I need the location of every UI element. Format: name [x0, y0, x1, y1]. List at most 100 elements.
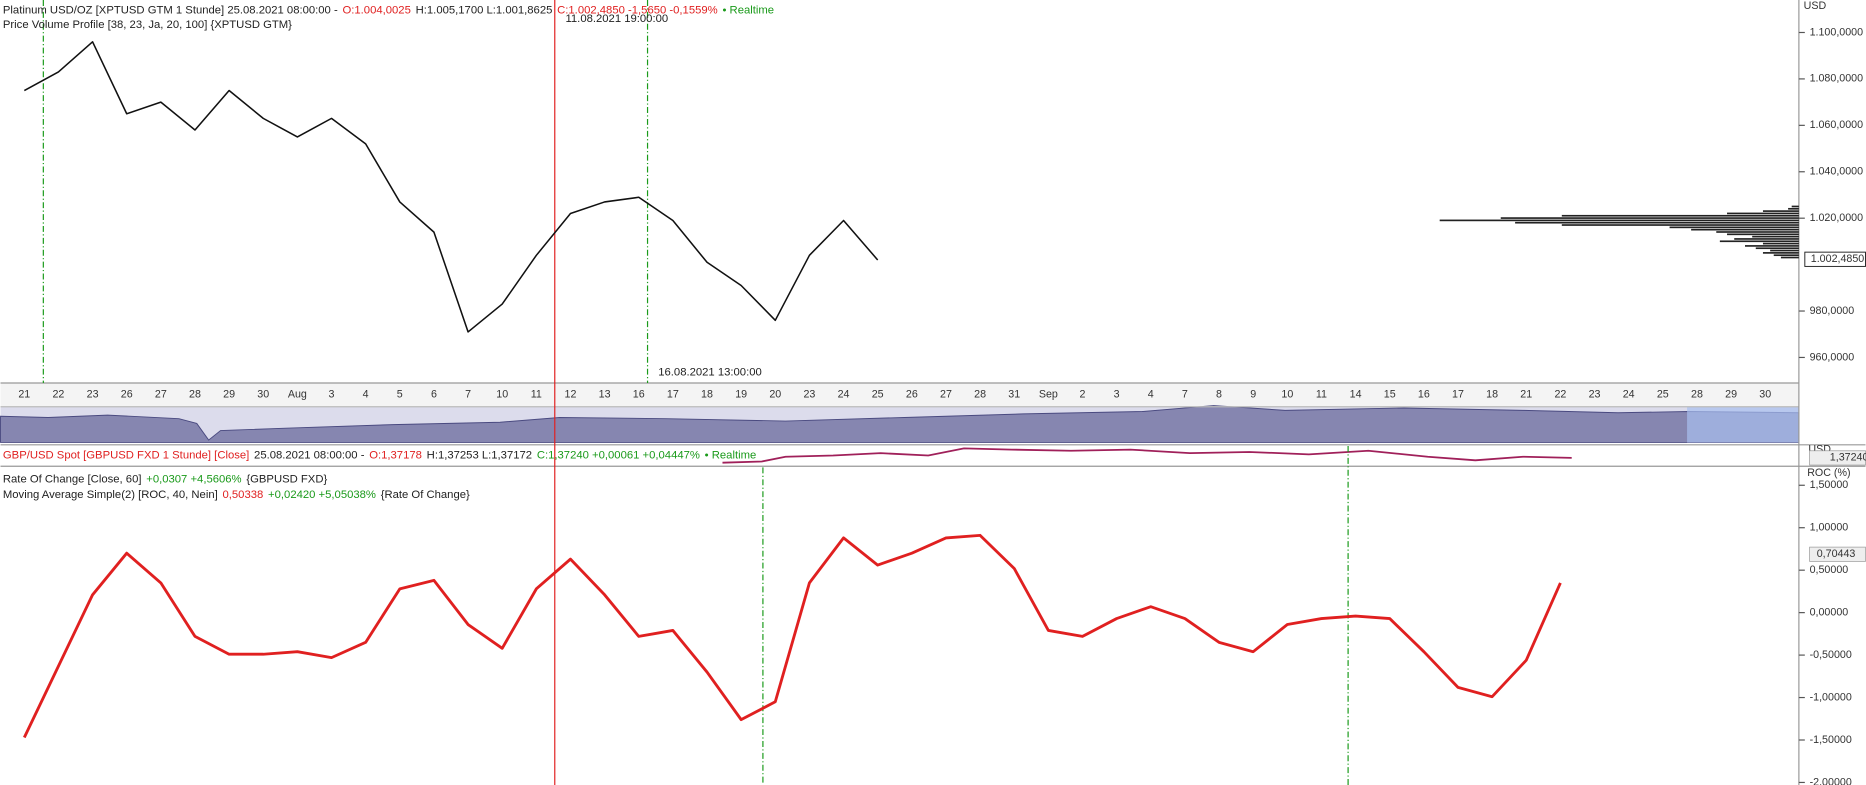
x-tick-label: 7	[465, 389, 471, 401]
x-tick-label: 18	[1486, 389, 1498, 401]
x-tick-label: 20	[769, 389, 781, 401]
profile-bar	[1561, 224, 1799, 226]
x-tick-label: 26	[121, 389, 133, 401]
profile-bar	[1515, 221, 1799, 224]
marker-label: 16.08.2021 13:00:00	[658, 366, 762, 378]
x-tick-label: 23	[87, 389, 99, 401]
x-tick-label: 28	[1691, 389, 1703, 401]
legend-segment: Price Volume Profile [38, 23, Ja, 20, 10…	[3, 19, 292, 31]
x-tick-label: 6	[431, 389, 437, 401]
marker-label: 11.08.2021 19:00:00	[565, 13, 668, 25]
profile-bar	[1770, 249, 1799, 252]
x-tick-label: 30	[257, 389, 269, 401]
x-tick-label: 14	[1350, 389, 1362, 401]
x-tick-label: 18	[701, 389, 713, 401]
x-tick-label: 29	[223, 389, 235, 401]
x-tick-label: 16	[633, 389, 645, 401]
profile-bar	[1734, 238, 1799, 240]
profile-bar	[1439, 219, 1799, 222]
last-price-label: 1.002,4850	[1811, 253, 1865, 265]
profile-bar	[1762, 210, 1799, 212]
profile-bar	[1719, 240, 1799, 243]
profile-bar	[1727, 233, 1799, 236]
last-price-box	[1804, 251, 1866, 267]
profile-bar	[1791, 205, 1799, 208]
y-tick-label: 1.080,0000	[1810, 73, 1864, 85]
y-tick-label: 1.060,0000	[1810, 119, 1864, 131]
x-tick-label: 17	[1452, 389, 1464, 401]
last-value-label: 0,70443	[1817, 548, 1856, 560]
x-tick-label: 29	[1725, 389, 1737, 401]
x-tick-label: Sep	[1039, 389, 1058, 401]
legend-segment: H:1,37253 L:1,37172	[427, 450, 532, 462]
date-axis-band	[0, 382, 1799, 407]
x-tick-label: 15	[1384, 389, 1396, 401]
y-tick-label: -1,00000	[1810, 691, 1852, 703]
x-tick-label: 3	[329, 389, 335, 401]
x-tick-label: 24	[838, 389, 850, 401]
legend-segment: • Realtime	[705, 450, 757, 462]
y-unit: USD	[1804, 0, 1827, 12]
y-tick-label: 980,0000	[1810, 305, 1855, 317]
legend-line: Moving Average Simple(2) [ROC, 40, Nein]…	[3, 489, 470, 501]
x-tick-label: Aug	[288, 389, 307, 401]
y-tick-label: 1.040,0000	[1810, 166, 1864, 178]
x-tick-label: 13	[599, 389, 611, 401]
profile-bar	[1752, 235, 1799, 238]
x-tick-label: 31	[1008, 389, 1020, 401]
legend-line: GBP/USD Spot [GBPUSD FXD 1 Stunde] [Clos…	[3, 450, 756, 462]
profile-bar	[1788, 207, 1799, 210]
x-tick-label: 8	[1216, 389, 1222, 401]
legend-line: Price Volume Profile [38, 23, Ja, 20, 10…	[3, 19, 292, 31]
x-tick-label: 23	[1589, 389, 1601, 401]
x-tick-label: 28	[189, 389, 201, 401]
x-tick-label: 30	[1759, 389, 1771, 401]
last-price-box	[1809, 450, 1866, 466]
profile-bar	[1716, 231, 1799, 233]
x-tick-label: 17	[667, 389, 679, 401]
x-tick-label: 10	[496, 389, 508, 401]
x-tick-label: 4	[363, 389, 369, 401]
x-tick-label: 26	[906, 389, 918, 401]
profile-bar	[1762, 252, 1799, 254]
x-tick-label: 25	[1657, 389, 1669, 401]
profile-bar	[1500, 217, 1799, 219]
x-tick-label: 19	[735, 389, 747, 401]
x-tick-label: 21	[18, 389, 30, 401]
profile-bar	[1727, 212, 1799, 215]
legend-segment: O:1.004,0025	[342, 5, 410, 17]
profile-bar	[1744, 245, 1799, 247]
y-tick-label: 0,00000	[1810, 606, 1849, 618]
y-tick-label: 1.100,0000	[1810, 26, 1864, 38]
profile-bar	[1755, 247, 1799, 250]
legend-line: Platinum USD/OZ [XPTUSD GTM 1 Stunde] 25…	[3, 5, 774, 17]
x-tick-label: 2	[1080, 389, 1086, 401]
overview-area	[0, 405, 1800, 443]
y-tick-label: -1,50000	[1810, 734, 1852, 746]
legend-segment: +0,02420 +5,05038%	[268, 489, 376, 501]
x-tick-label: 22	[1554, 389, 1566, 401]
profile-bar	[1780, 256, 1799, 259]
data-line	[23, 533, 1562, 739]
profile-bar	[1561, 214, 1799, 217]
legend-segment: 0,50338	[223, 489, 264, 501]
profile-bar	[1762, 242, 1799, 245]
x-tick-label: 7	[1182, 389, 1188, 401]
y-tick-label: -0,50000	[1810, 649, 1852, 661]
x-tick-label: 11	[1316, 389, 1327, 401]
legend-segment: +0,0307 +4,5606%	[146, 473, 241, 485]
legend-segment: • Realtime	[722, 5, 774, 17]
x-tick-label: 22	[52, 389, 64, 401]
x-tick-label: 23	[803, 389, 815, 401]
profile-bar	[1773, 254, 1799, 257]
legend-segment: 25.08.2021 08:00:00 -	[254, 450, 365, 462]
x-tick-label: 24	[1623, 389, 1635, 401]
last-value-box	[1809, 546, 1866, 562]
legend-segment: GBP/USD Spot [GBPUSD FXD 1 Stunde] [Clos…	[3, 450, 249, 462]
legend-segment: C:1,37240 +0,00061 +0,04447%	[537, 450, 700, 462]
legend-segment: H:1.005,1700 L:1.001,8625	[416, 5, 553, 17]
profile-bar	[1669, 226, 1799, 229]
y-tick-label: 1.020,0000	[1810, 212, 1864, 224]
y-tick-label: 1,00000	[1810, 522, 1849, 534]
